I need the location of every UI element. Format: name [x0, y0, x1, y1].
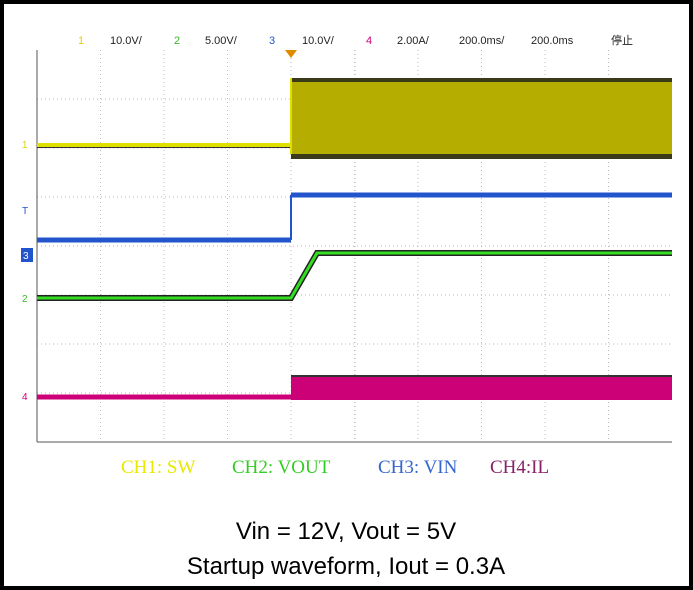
legend-ch2: CH2: VOUT	[232, 457, 331, 478]
ch3-marker: 3	[23, 251, 29, 262]
ch1-top-edge	[291, 78, 672, 82]
ch2-marker: 2	[22, 294, 28, 305]
trigger-marker: T	[22, 206, 28, 217]
ch4-marker: 4	[22, 392, 28, 403]
scope-screenshot: 1 10.0V/ 2 5.00V/ 3 10.0V/ 4 2.00A/ 200.…	[0, 0, 693, 590]
legend-ch4: CH4:IL	[490, 457, 549, 478]
ch3-number: 3	[269, 35, 275, 47]
ch4-scale: 2.00A/	[397, 35, 430, 47]
ch4-top-edge	[291, 375, 672, 377]
ch2-scale: 5.00V/	[205, 35, 238, 47]
ch1-bottom-edge	[291, 154, 672, 159]
caption-line-2: Startup waveform, Iout = 0.3A	[187, 553, 505, 580]
ch1-trace	[37, 78, 672, 159]
legend-ch1: CH1: SW	[121, 457, 195, 478]
ch2-number: 2	[174, 35, 180, 47]
ch2-shadow	[37, 253, 672, 298]
ch4-trace	[37, 375, 672, 400]
ch4-ripple	[291, 375, 672, 400]
ch3-trace	[37, 195, 672, 240]
ch3-scale: 10.0V/	[302, 35, 335, 47]
delay: 200.0ms	[531, 35, 574, 47]
ch1-scale: 10.0V/	[110, 35, 143, 47]
scope-display: 1 10.0V/ 2 5.00V/ 3 10.0V/ 4 2.00A/ 200.…	[4, 4, 689, 586]
ch2-trace	[37, 253, 672, 298]
ch1-switching	[291, 78, 672, 159]
ch1-number: 1	[78, 35, 84, 47]
trigger-position	[285, 50, 297, 58]
timebase: 200.0ms/	[459, 35, 505, 47]
ch4-number: 4	[366, 35, 372, 47]
caption-line-1: Vin = 12V, Vout = 5V	[236, 518, 456, 545]
ch1-marker: 1	[22, 140, 28, 151]
legend-ch3: CH3: VIN	[378, 457, 458, 478]
run-status: 停止	[611, 33, 633, 47]
